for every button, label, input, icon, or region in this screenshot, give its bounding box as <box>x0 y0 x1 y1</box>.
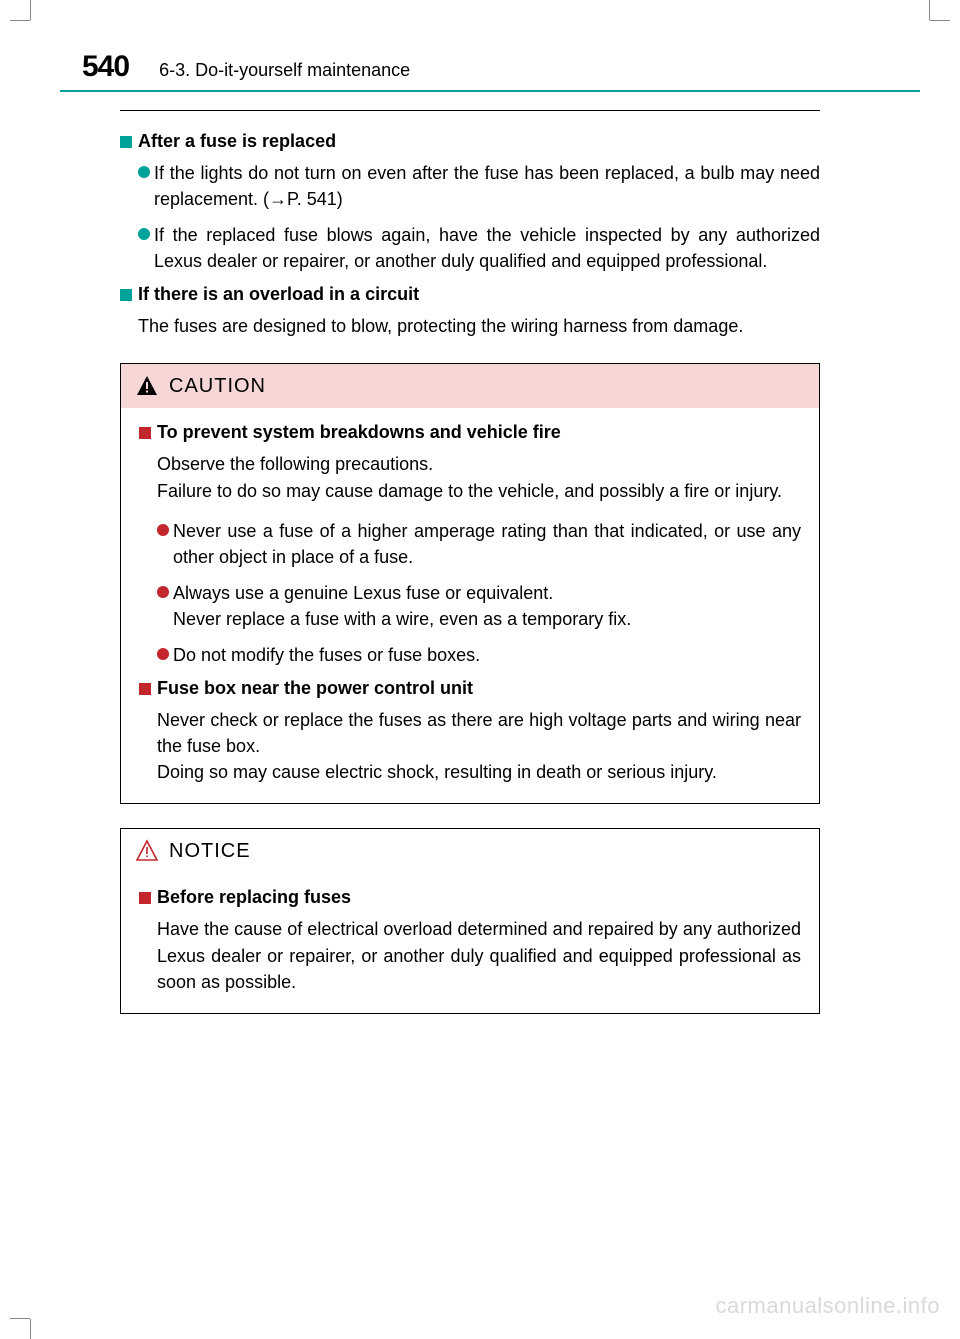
bullet-icon <box>138 166 150 178</box>
list-item: If the replaced fuse blows again, have t… <box>138 222 820 274</box>
body-text: The fuses are designed to blow, protecti… <box>138 313 820 339</box>
caution-label: CAUTION <box>169 375 266 398</box>
paragraph-block: Never check or replace the fuses as ther… <box>157 707 801 785</box>
section-heading: After a fuse is replaced <box>120 131 820 152</box>
body-text: Never check or replace the fuses as ther… <box>157 707 801 759</box>
crop-mark <box>929 0 930 20</box>
crop-mark <box>30 1319 31 1339</box>
caution-header: CAUTION <box>121 364 819 408</box>
square-bullet-icon <box>120 289 132 301</box>
body-text: Failure to do so may cause damage to the… <box>157 478 801 504</box>
heading-text: To prevent system breakdowns and vehicle… <box>157 422 561 443</box>
body-text: Observe the following precautions. <box>157 451 801 477</box>
body-text: Doing so may cause electric shock, resul… <box>157 759 801 785</box>
square-bullet-icon <box>139 892 151 904</box>
warning-triangle-icon <box>135 374 159 398</box>
list-item: Never use a fuse of a higher amperage ra… <box>157 518 801 570</box>
crop-mark <box>10 1318 30 1319</box>
crop-mark <box>30 0 31 20</box>
list-item: If the lights do not turn on even after … <box>138 160 820 212</box>
square-bullet-icon <box>139 683 151 695</box>
heading-text: If there is an overload in a circuit <box>138 284 419 305</box>
crop-mark <box>930 20 950 21</box>
section-title: 6-3. Do-it-yourself maintenance <box>159 60 410 81</box>
bullet-text-group: Always use a genuine Lexus fuse or equiv… <box>173 580 631 632</box>
heading-text: After a fuse is replaced <box>138 131 336 152</box>
body-text: Never replace a fuse with a wire, even a… <box>173 606 631 632</box>
body-text: Do not modify the fuses or fuse boxes. <box>173 642 480 668</box>
square-bullet-icon <box>139 427 151 439</box>
notice-label: NOTICE <box>169 840 251 863</box>
bullet-icon <box>157 586 169 598</box>
header-underline <box>60 90 920 92</box>
bullet-icon <box>157 648 169 660</box>
body-text: Have the cause of electrical overload de… <box>157 916 801 994</box>
body-text: Always use a genuine Lexus fuse or equiv… <box>173 580 631 606</box>
bullet-icon <box>157 524 169 536</box>
body-text: If the lights do not turn on even after … <box>154 160 820 212</box>
page-header: 540 6-3. Do-it-yourself maintenance <box>82 50 900 84</box>
caution-body: To prevent system breakdowns and vehicle… <box>121 408 819 803</box>
page-content: After a fuse is replaced If the lights d… <box>120 110 820 1014</box>
body-text: If the replaced fuse blows again, have t… <box>154 222 820 274</box>
heading-text: Before replacing fuses <box>157 887 351 908</box>
section-heading: Fuse box near the power control unit <box>139 678 801 699</box>
body-text: Never use a fuse of a higher amperage ra… <box>173 518 801 570</box>
watermark: carmanualsonline.info <box>715 1293 940 1319</box>
section-heading: If there is an overload in a circuit <box>120 284 820 305</box>
square-bullet-icon <box>120 136 132 148</box>
page-number: 540 <box>82 50 129 84</box>
list-item: Always use a genuine Lexus fuse or equiv… <box>157 580 801 632</box>
crop-mark <box>10 20 30 21</box>
warning-triangle-outline-icon <box>135 839 159 863</box>
bullet-icon <box>138 228 150 240</box>
notice-header: NOTICE <box>121 829 819 873</box>
heading-text: Fuse box near the power control unit <box>157 678 473 699</box>
notice-box: NOTICE Before replacing fuses Have the c… <box>120 828 820 1013</box>
caution-box: CAUTION To prevent system breakdowns and… <box>120 363 820 804</box>
paragraph-block: Observe the following precautions. Failu… <box>157 451 801 503</box>
section-heading: Before replacing fuses <box>139 887 801 908</box>
divider <box>120 110 820 111</box>
list-item: Do not modify the fuses or fuse boxes. <box>157 642 801 668</box>
section-heading: To prevent system breakdowns and vehicle… <box>139 422 801 443</box>
notice-body: Before replacing fuses Have the cause of… <box>121 873 819 1012</box>
